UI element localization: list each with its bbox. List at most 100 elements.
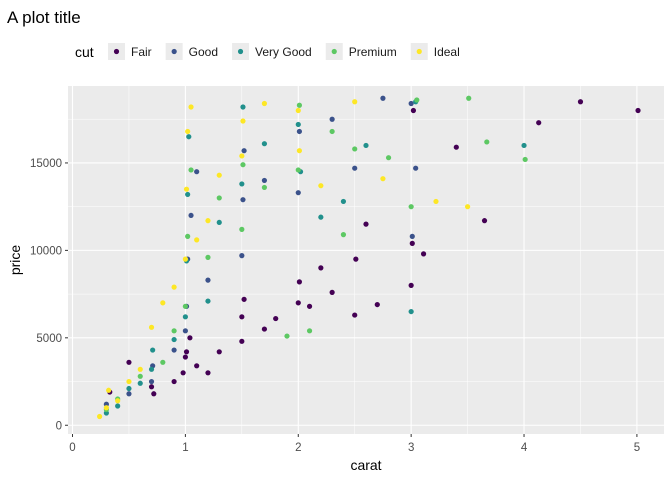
x-axis-ticks: 0 1 2 3 4 5 — [69, 434, 640, 454]
data-point — [261, 177, 268, 184]
y-tick-label: 5000 — [36, 333, 62, 345]
data-point — [160, 300, 166, 306]
data-point — [205, 277, 211, 283]
data-point — [216, 172, 222, 178]
data-point — [194, 169, 200, 175]
legend-key-swatch — [113, 48, 120, 55]
data-point — [414, 97, 420, 103]
data-point — [148, 324, 155, 330]
data-point — [466, 95, 472, 101]
data-point — [413, 165, 419, 171]
data-point — [296, 128, 303, 135]
x-tick-label: 2 — [295, 442, 301, 454]
data-point — [261, 326, 268, 332]
x-tick-label: 5 — [634, 442, 640, 454]
data-point — [241, 296, 247, 302]
data-point — [420, 251, 427, 257]
data-point — [240, 104, 246, 110]
x-axis-title: carat — [350, 457, 381, 473]
data-point — [148, 378, 155, 385]
data-point — [353, 256, 359, 262]
data-point — [180, 370, 186, 376]
data-point — [148, 366, 155, 372]
data-point — [239, 338, 245, 344]
data-point — [240, 162, 246, 168]
data-point — [182, 314, 188, 320]
legend-item-good: Good — [165, 43, 218, 60]
y-tick-label: 15000 — [30, 158, 62, 170]
data-point — [295, 121, 301, 128]
data-point — [240, 118, 246, 124]
data-point — [352, 99, 358, 105]
data-point — [185, 233, 191, 239]
data-point — [205, 254, 211, 260]
data-point — [296, 148, 303, 154]
data-point — [126, 385, 132, 392]
data-point — [150, 347, 156, 353]
data-point — [205, 298, 211, 304]
data-point — [433, 198, 439, 205]
data-point — [295, 300, 301, 306]
legend-item-label: Good — [189, 45, 218, 59]
series-fair — [107, 99, 641, 397]
data-point — [261, 184, 268, 191]
data-point — [186, 134, 192, 140]
legend-key-swatch — [171, 48, 177, 55]
data-point — [239, 226, 245, 232]
data-point — [408, 204, 414, 210]
data-point — [363, 221, 369, 227]
data-point — [239, 253, 245, 259]
data-point — [409, 233, 415, 239]
data-point — [188, 212, 194, 219]
data-point — [137, 366, 143, 372]
x-tick-label: 4 — [521, 442, 528, 454]
data-point — [216, 195, 222, 201]
data-point — [151, 391, 157, 397]
data-point — [522, 156, 528, 163]
data-point — [352, 165, 358, 171]
data-point — [216, 349, 222, 355]
data-point — [106, 387, 112, 393]
data-point — [239, 181, 245, 187]
data-point — [182, 354, 188, 360]
data-point — [577, 99, 584, 105]
data-point — [374, 301, 380, 308]
data-point — [329, 128, 335, 135]
data-point — [126, 359, 132, 365]
data-point — [171, 284, 177, 290]
legend-item-label: Ideal — [434, 45, 460, 59]
data-point — [521, 142, 527, 149]
data-point — [380, 95, 386, 101]
data-point — [306, 328, 313, 334]
legend-item-very-good: Very Good — [232, 43, 312, 60]
data-point — [239, 153, 245, 159]
data-point — [385, 155, 392, 161]
data-point — [126, 391, 132, 397]
data-point — [318, 265, 324, 271]
data-point — [188, 104, 194, 110]
data-point — [240, 197, 246, 203]
data-point — [171, 328, 177, 334]
data-point — [182, 256, 188, 262]
data-point — [306, 303, 313, 309]
data-point — [182, 303, 188, 309]
data-point — [171, 378, 177, 385]
data-point — [241, 148, 247, 154]
data-point — [408, 308, 414, 315]
data-point — [352, 312, 358, 318]
y-axis-ticks: 0 5000 10000 15000 — [30, 158, 68, 432]
legend-item-ideal: Ideal — [410, 43, 460, 60]
legend-key-swatch — [416, 48, 422, 55]
y-tick-label: 0 — [56, 420, 62, 432]
data-point — [363, 142, 369, 149]
data-point — [97, 413, 103, 420]
data-point — [409, 240, 415, 246]
series-ideal — [97, 99, 471, 420]
data-point — [115, 403, 121, 409]
data-point — [261, 100, 268, 107]
data-point — [295, 190, 301, 196]
data-point — [273, 315, 279, 322]
data-point — [148, 384, 155, 390]
data-point — [185, 191, 191, 198]
